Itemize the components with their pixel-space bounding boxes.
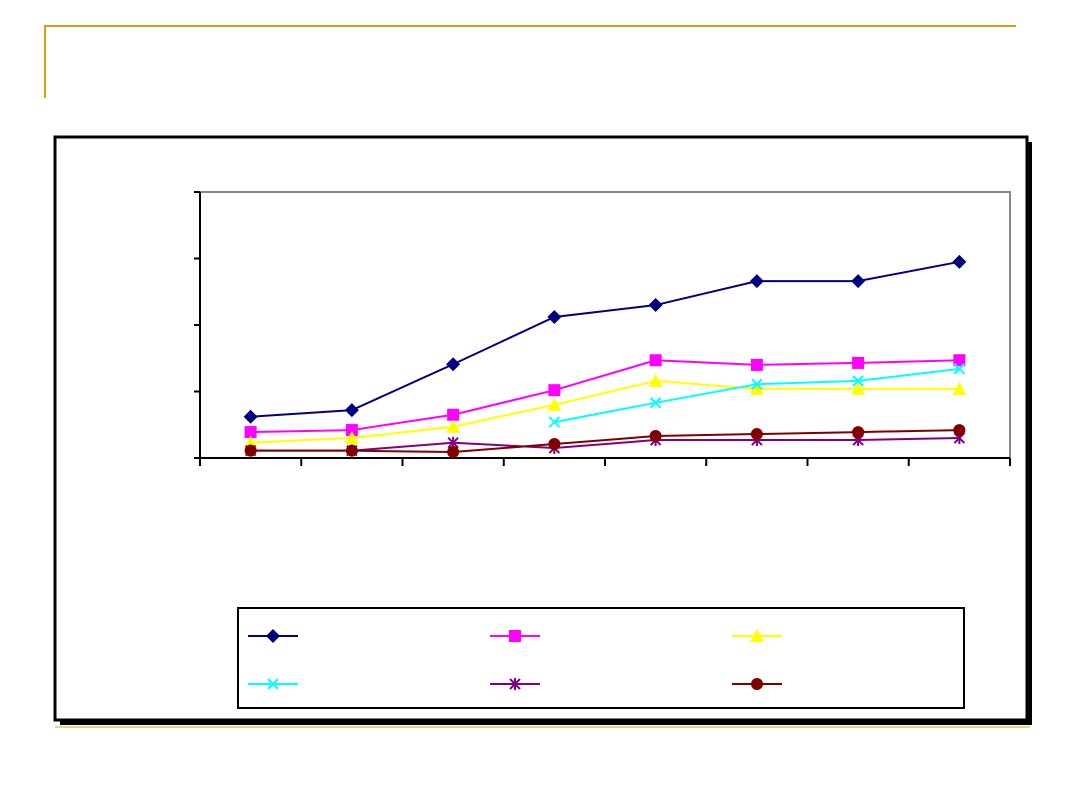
marker bbox=[953, 354, 966, 367]
marker bbox=[648, 373, 663, 387]
marker bbox=[952, 381, 967, 395]
marker bbox=[244, 426, 257, 439]
series-line bbox=[250, 379, 960, 444]
marker bbox=[345, 424, 358, 437]
legend-marker bbox=[267, 678, 279, 690]
marker bbox=[344, 403, 359, 418]
marker bbox=[749, 274, 764, 289]
legend-marker bbox=[751, 678, 763, 690]
marker bbox=[649, 397, 662, 409]
marker bbox=[244, 444, 257, 457]
marker bbox=[852, 356, 865, 369]
legend-marker bbox=[750, 629, 764, 642]
marker bbox=[852, 426, 865, 439]
marker bbox=[447, 408, 460, 421]
marker bbox=[649, 430, 662, 443]
marker bbox=[952, 254, 967, 269]
marker bbox=[851, 381, 866, 395]
marker bbox=[751, 378, 763, 390]
series-line bbox=[250, 260, 960, 418]
marker bbox=[446, 357, 461, 372]
legend bbox=[237, 607, 965, 709]
marker bbox=[243, 435, 258, 449]
marker bbox=[953, 424, 966, 437]
marker bbox=[648, 298, 663, 313]
chart bbox=[194, 191, 1011, 690]
marker bbox=[548, 416, 561, 428]
legend-marker bbox=[509, 678, 521, 690]
marker bbox=[447, 446, 460, 459]
marker bbox=[345, 444, 358, 457]
marker bbox=[852, 375, 864, 387]
plot-area bbox=[199, 191, 1011, 459]
marker bbox=[547, 310, 562, 325]
marker bbox=[344, 431, 359, 445]
legend-marker bbox=[509, 630, 521, 642]
marker bbox=[750, 428, 763, 441]
marker bbox=[851, 274, 866, 289]
marker bbox=[547, 397, 562, 411]
marker bbox=[548, 384, 561, 397]
marker bbox=[243, 409, 258, 424]
marker bbox=[749, 381, 764, 395]
marker bbox=[953, 363, 966, 375]
marker bbox=[649, 354, 662, 367]
series-line bbox=[250, 437, 960, 452]
series-line bbox=[250, 359, 960, 434]
legend-marker bbox=[266, 629, 280, 643]
marker bbox=[548, 438, 561, 451]
marker bbox=[750, 358, 763, 371]
marker bbox=[446, 419, 461, 433]
series-line bbox=[250, 429, 960, 454]
